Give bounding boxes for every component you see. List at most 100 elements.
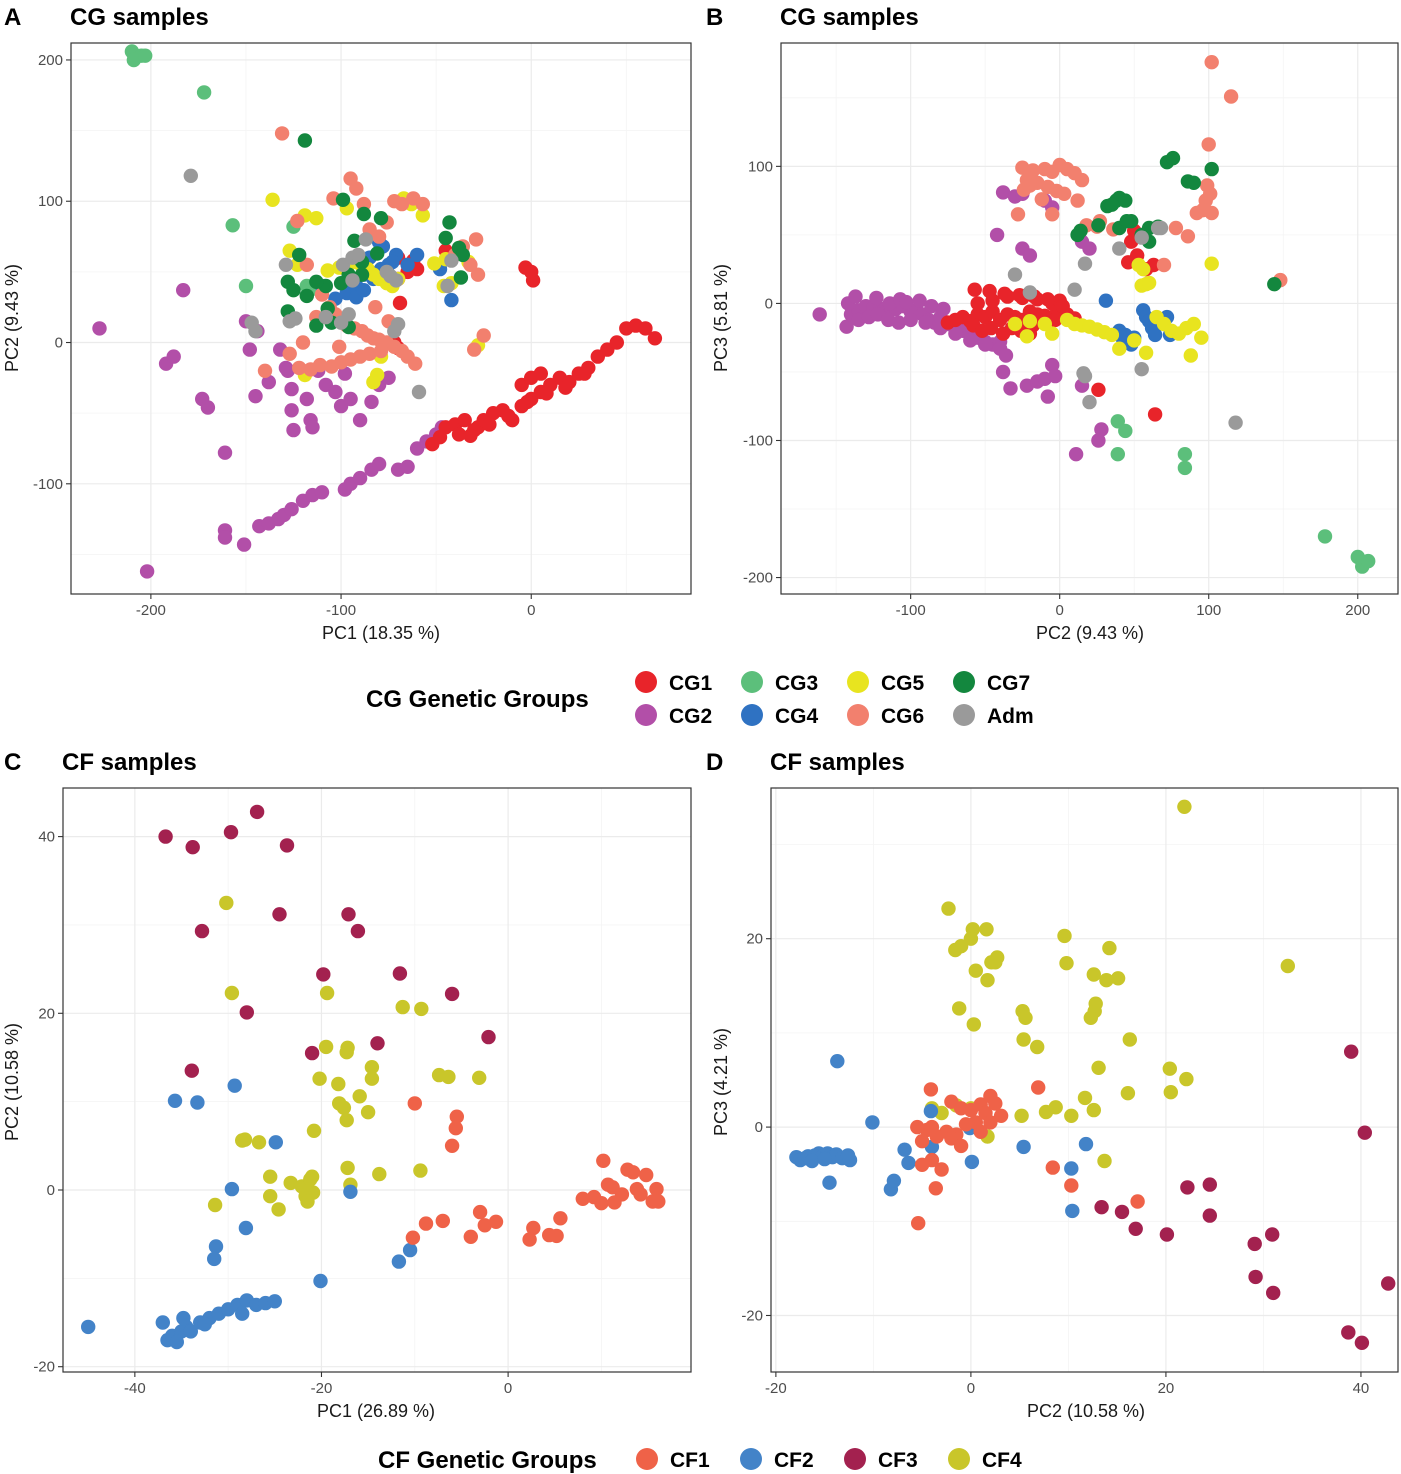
- point-cf3: [370, 1036, 385, 1051]
- point-cg2: [1045, 357, 1060, 373]
- point-cf4: [331, 1076, 346, 1092]
- point-cf1: [914, 1157, 930, 1173]
- point-cf3: [1202, 1177, 1218, 1192]
- point-cg2: [936, 301, 951, 317]
- point-cg6: [368, 300, 383, 315]
- point-cg5: [1104, 327, 1120, 343]
- point-cf3: [249, 804, 265, 820]
- x-tick-label: 0: [1056, 602, 1064, 619]
- point-cf1: [1045, 1160, 1061, 1175]
- point-cf1: [934, 1162, 949, 1177]
- point-cg2: [139, 564, 155, 579]
- point-cf3: [1381, 1276, 1396, 1291]
- point-cg3: [126, 52, 141, 68]
- point-adm: [444, 253, 459, 268]
- point-cg2: [248, 389, 263, 404]
- point-cf4: [319, 985, 335, 1001]
- point-cf1: [526, 1220, 541, 1236]
- legend-label-cg2: CG2: [669, 705, 712, 728]
- point-cf1: [958, 1117, 974, 1132]
- point-cf1: [639, 1167, 654, 1183]
- point-cf1: [953, 1138, 969, 1154]
- point-cg7: [438, 230, 453, 246]
- legend-key-cf1: [636, 1448, 658, 1470]
- point-cg3: [1361, 553, 1376, 569]
- point-cg3: [238, 278, 254, 294]
- point-cf4: [263, 1169, 278, 1184]
- point-cg1: [1055, 299, 1070, 314]
- series-cg5: [1007, 256, 1219, 363]
- point-cg6: [394, 196, 410, 212]
- point-cg2: [352, 413, 368, 428]
- point-cf2: [822, 1175, 837, 1190]
- point-cf4: [980, 973, 995, 988]
- point-cg5: [320, 263, 335, 278]
- point-cf4: [1016, 1032, 1031, 1047]
- legend-key-cg4: [741, 704, 763, 726]
- point-cf3: [239, 1005, 254, 1020]
- point-cg7: [297, 133, 313, 148]
- point-cf1: [407, 1096, 422, 1111]
- point-cf4: [224, 985, 240, 1001]
- point-cg4: [400, 257, 415, 272]
- point-cg6: [362, 346, 377, 361]
- point-cf2: [167, 1093, 183, 1109]
- point-cf4: [1064, 1108, 1079, 1124]
- panel-c-x-axis-title: PC1 (26.89 %): [317, 1401, 435, 1421]
- point-cg6: [356, 196, 372, 212]
- point-cg1: [501, 408, 516, 424]
- point-cf1: [911, 1216, 926, 1231]
- point-cg7: [1104, 197, 1120, 212]
- point-cg6: [1045, 207, 1060, 222]
- point-cg2: [869, 290, 884, 306]
- point-cg7: [370, 246, 385, 261]
- x-tick-label: 0: [967, 1380, 975, 1397]
- point-cg6: [1010, 207, 1026, 222]
- point-cf2: [208, 1239, 224, 1254]
- point-cg4: [1147, 327, 1163, 343]
- point-cg1: [638, 321, 653, 336]
- grid: [771, 788, 1398, 1372]
- point-cf1: [923, 1082, 939, 1097]
- point-cf1: [444, 1138, 460, 1154]
- point-cg1: [451, 427, 467, 442]
- legend-label-cg6: CG6: [881, 705, 924, 728]
- panel-d-title: CF samples: [770, 749, 905, 776]
- point-cg2: [995, 364, 1011, 380]
- point-cg1: [997, 286, 1012, 301]
- point-cf2: [901, 1155, 916, 1171]
- point-cg7: [1091, 218, 1106, 233]
- legend-label-cg1: CG1: [669, 672, 713, 695]
- point-cf4: [207, 1197, 223, 1213]
- cf-legend-title: CF Genetic Groups: [378, 1447, 597, 1474]
- point-cf3: [341, 907, 356, 922]
- point-cg6: [467, 342, 482, 357]
- point-cg1: [982, 283, 997, 299]
- point-cf3: [272, 907, 287, 922]
- panel-letter-d: D: [706, 749, 723, 776]
- point-cf3: [223, 825, 239, 840]
- point-cf3: [1159, 1227, 1175, 1242]
- point-cg2: [812, 307, 827, 322]
- point-cg2: [337, 366, 353, 381]
- point-adm: [1134, 230, 1149, 245]
- point-cf3: [1128, 1221, 1143, 1237]
- panel-c-title: CF samples: [62, 749, 197, 776]
- point-cf3: [185, 840, 200, 855]
- panel-c-y-axis-title: PC2 (10.58 %): [2, 1023, 22, 1141]
- y-tick-label: 40: [38, 829, 55, 846]
- point-cg2: [284, 381, 299, 397]
- point-cg5: [1138, 345, 1154, 360]
- point-adm: [345, 273, 360, 288]
- series-cf1: [405, 1096, 666, 1247]
- point-cf4: [979, 922, 994, 937]
- x-tick-label: 20: [1158, 1380, 1175, 1397]
- point-cf3: [184, 1063, 199, 1078]
- point-cg2: [1068, 447, 1084, 462]
- point-cg3: [225, 218, 240, 233]
- y-tick-label: -20: [33, 1359, 55, 1376]
- point-cf4: [364, 1060, 380, 1075]
- point-cf4: [303, 1172, 318, 1187]
- point-cf1: [549, 1228, 564, 1244]
